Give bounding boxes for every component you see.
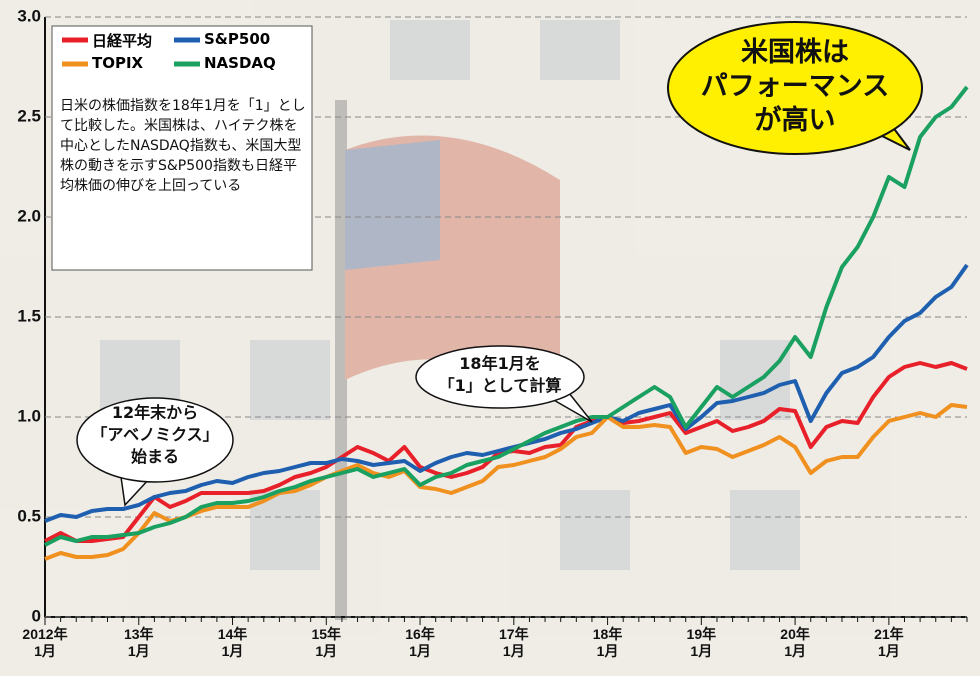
y-tick-label: 1.0 — [17, 406, 41, 425]
y-tick-label: 0.5 — [17, 506, 41, 525]
series-line — [44, 85, 969, 547]
callout-abenomics — [76, 397, 234, 507]
x-tick-label: 18年 1月 — [592, 626, 623, 659]
y-tick-label: 1.5 — [17, 306, 41, 325]
x-tick-label: 13年 1月 — [123, 626, 154, 659]
callout-base — [415, 345, 593, 423]
x-tick-label: 20年 1月 — [780, 626, 810, 659]
x-tick-label: 19年 1月 — [686, 626, 717, 659]
x-tick-label: 17年 1月 — [499, 626, 529, 659]
legend-label: S&P500 — [204, 30, 271, 48]
legend-box — [51, 25, 313, 271]
x-tick-label: 15年 1月 — [311, 626, 342, 659]
headline-annotation: 米国株は パフォーマンス が高い — [700, 37, 890, 136]
y-tick-label: 3.0 — [17, 6, 41, 25]
series-line — [44, 403, 968, 561]
note: 日米の株価指数を18年1月を「1」として比較した。米国株は、ハイテク株を中心とし… — [60, 98, 306, 194]
y-tick-label: 0 — [32, 606, 41, 625]
legend-label: TOPIX — [92, 54, 144, 72]
annotation: 18年1月を 「1」として計算 — [438, 354, 562, 395]
x-tick-label: 2012年 1月 — [22, 626, 68, 659]
x-tick-label: 21年 1月 — [874, 626, 904, 659]
callout-headline — [667, 21, 923, 155]
legend-label: NASDAQ — [204, 54, 276, 72]
legend-label: 日経平均 — [92, 32, 153, 50]
series-line — [44, 263, 969, 523]
x-tick-label: 14年 1月 — [217, 626, 248, 659]
y-tick-label: 2.5 — [17, 106, 41, 125]
x-tick-label: 16年 1月 — [405, 626, 435, 659]
y-tick-label: 2.0 — [17, 206, 41, 225]
annotation: 12年末から 「アベノミクス」 始まる — [91, 403, 219, 466]
